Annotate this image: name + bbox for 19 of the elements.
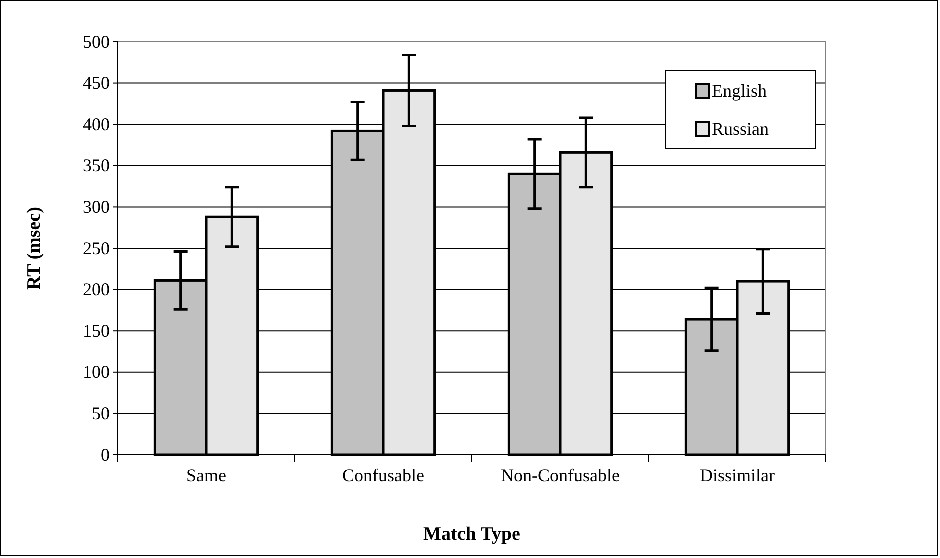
x-tick-label: Same bbox=[186, 465, 226, 486]
y-axis-title: RT (msec) bbox=[24, 207, 45, 290]
legend-label: Russian bbox=[712, 119, 770, 139]
y-tick-label: 0 bbox=[101, 444, 110, 465]
x-tick-label: Dissimilar bbox=[700, 465, 776, 486]
x-tick-label: Non-Confusable bbox=[501, 465, 620, 486]
legend-label: English bbox=[712, 81, 768, 101]
y-tick-label: 450 bbox=[83, 73, 110, 94]
y-tick-label: 100 bbox=[83, 362, 110, 382]
y-tick-label: 200 bbox=[83, 280, 110, 300]
x-axis-title: Match Type bbox=[424, 524, 520, 545]
y-tick-label: 50 bbox=[92, 403, 110, 424]
y-tick-label: 500 bbox=[83, 32, 110, 52]
y-tick-label: 350 bbox=[83, 156, 110, 176]
x-tick-label: Confusable bbox=[342, 465, 425, 486]
y-tick-label: 250 bbox=[83, 238, 110, 258]
y-tick-label: 150 bbox=[83, 320, 110, 341]
y-tick-label: 400 bbox=[83, 114, 110, 134]
y-tick-label: 300 bbox=[83, 196, 110, 217]
